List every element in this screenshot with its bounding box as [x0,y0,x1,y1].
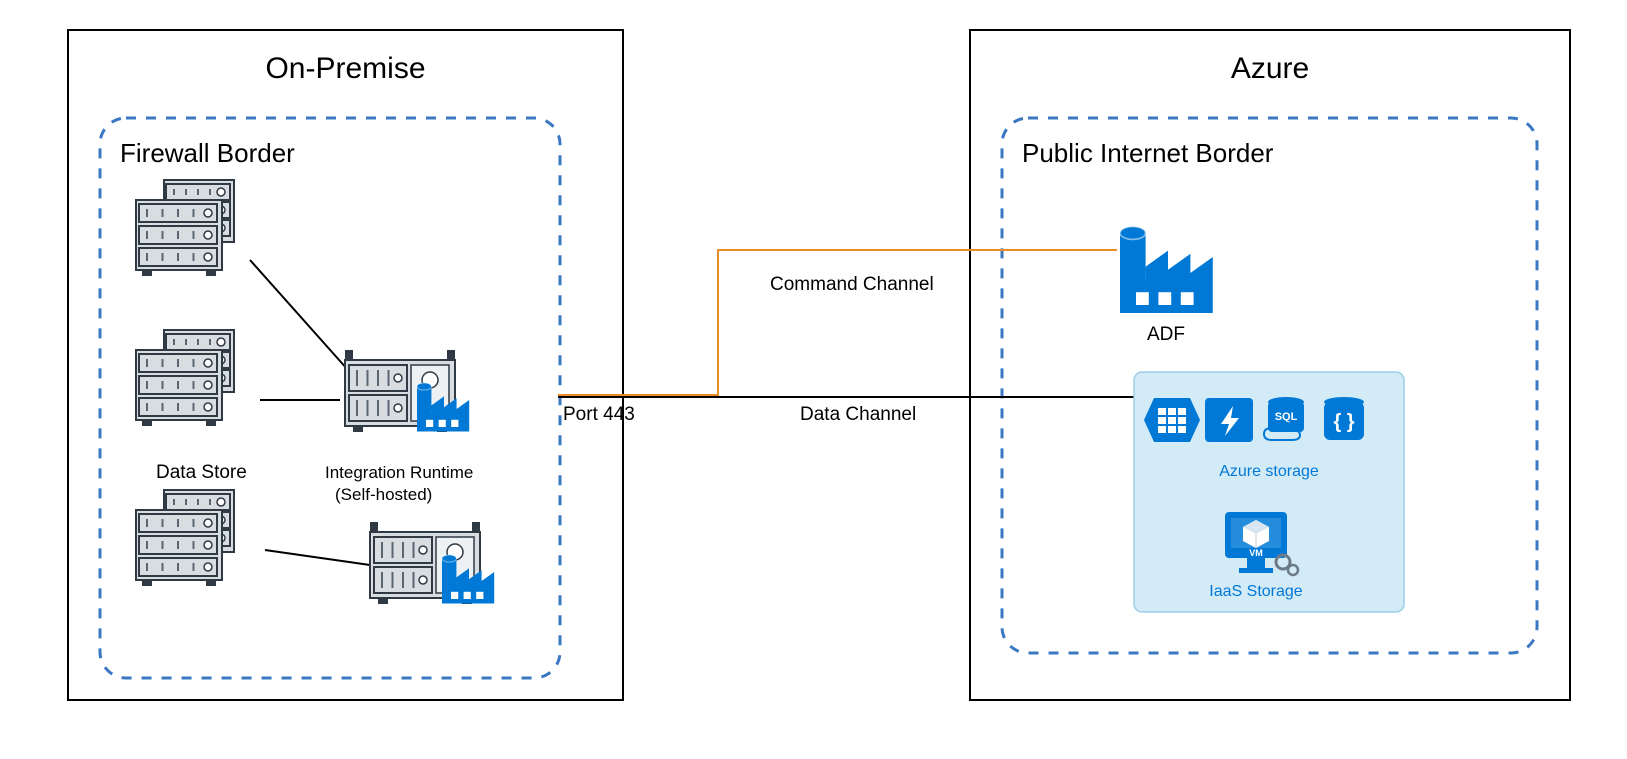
integration-runtime-label-line2: (Self-hosted) [335,485,432,504]
command-channel-label: Command Channel [770,274,934,295]
azure-storage-label: Azure storage [1219,463,1319,480]
port-443-label: Port 443 [563,404,635,425]
azure-title: Azure [1231,52,1309,85]
integration-runtime-label-line1: Integration Runtime [325,463,473,482]
iaas-storage-label: IaaS Storage [1209,583,1303,600]
storage-service-icon: { } [1324,397,1364,440]
storage-service-icon [1205,398,1253,442]
sql-badge-label: SQL [1275,411,1298,423]
firewall-border-label: Firewall Border [120,138,295,168]
storage-service-icon [1144,398,1200,442]
data-store-label: Data Store [156,462,247,483]
vm-badge-label: VM [1249,548,1263,558]
integration-runtime-icon [370,522,494,604]
integration-runtime-icon [345,350,469,432]
adf-label: ADF [1147,324,1185,345]
braces-glyph: { } [1333,411,1354,433]
on-premise-title: On-Premise [265,52,425,85]
data-channel-label: Data Channel [800,404,916,425]
public-internet-border-label: Public Internet Border [1022,138,1274,168]
